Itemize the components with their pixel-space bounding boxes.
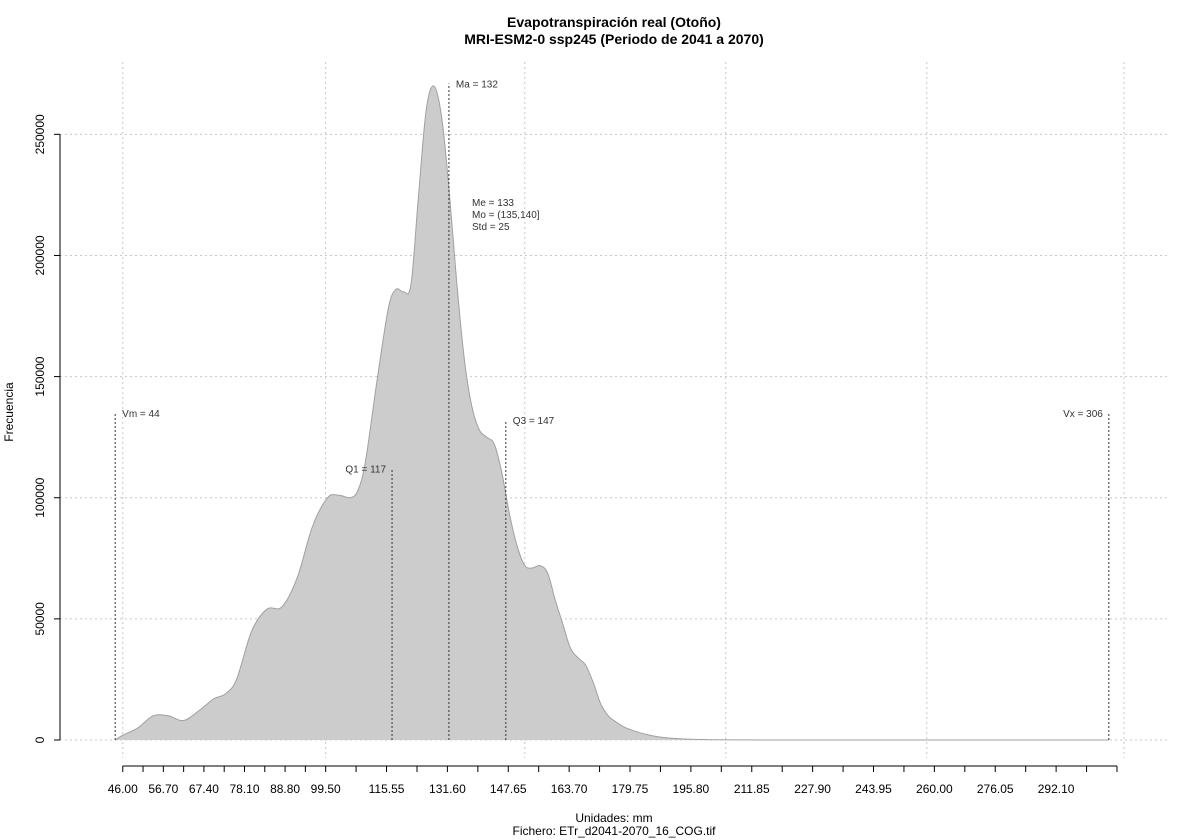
density-fill	[115, 85, 1109, 740]
chart-title: Evapotranspiración real (Otoño)	[507, 14, 721, 30]
y-tick-label: 250000	[33, 114, 47, 154]
x-tick-label: 243.95	[855, 782, 892, 796]
stat-markers: Vm = 44 Q1 = 117 Ma = 132 Q3 = 147 Vx = 306	[114, 79, 1110, 740]
x-tick-label: 195.80	[673, 782, 710, 796]
stat-std: Std = 25	[472, 222, 510, 233]
x-tick-label: 276.05	[977, 782, 1014, 796]
density-outline	[114, 85, 1109, 741]
stats-block: Me = 133 Mo = (135,140] Std = 25	[472, 198, 540, 233]
x-tick-label: 67.40	[189, 782, 219, 796]
y-tick-label: 150000	[33, 356, 47, 396]
stat-median: Me = 133	[472, 198, 514, 209]
x-tick-label: 46.00	[108, 782, 138, 796]
x-tick-label: 292.10	[1038, 782, 1075, 796]
marker-label: Vx = 306	[1063, 409, 1103, 420]
axes: 0 50000 100000 150000 200000 250000 46.00 56.70…	[33, 114, 1118, 796]
x-tick-label: 179.75	[612, 782, 649, 796]
x-tick-label: 115.55	[369, 782, 405, 796]
marker-label: Q1 = 117	[345, 465, 386, 476]
y-tick-label: 200000	[33, 235, 47, 275]
x-tick-label: 56.70	[148, 782, 178, 796]
stat-mode: Mo = (135,140]	[472, 210, 540, 221]
footer-filename: Fichero: ETr_d2041-2070_16_COG.tif	[513, 824, 717, 838]
y-axis-label: Frecuencia	[2, 382, 16, 442]
density-area	[114, 85, 1109, 741]
x-axis-label: Unidades: mm	[575, 811, 652, 825]
x-tick-label: 147.65	[490, 782, 527, 796]
x-tick-label: 99.50	[311, 782, 341, 796]
marker-label: Ma = 132	[456, 79, 498, 90]
marker-label: Q3 = 147	[513, 416, 555, 427]
x-tick-label: 260.00	[916, 782, 953, 796]
x-tick-label: 211.85	[734, 782, 770, 796]
y-tick-label: 50000	[33, 602, 47, 636]
y-tick-label: 0	[33, 736, 47, 743]
chart-subtitle: MRI-ESM2-0 ssp245 (Periodo de 2041 a 207…	[464, 31, 764, 47]
marker-label: Vm = 44	[122, 409, 160, 420]
x-tick-label: 227.90	[794, 782, 831, 796]
grid-lines	[60, 62, 1170, 758]
x-tick-label: 88.80	[270, 782, 300, 796]
x-tick-label: 163.70	[551, 782, 588, 796]
x-tick-label: 131.60	[429, 782, 466, 796]
y-tick-label: 100000	[33, 477, 47, 517]
x-tick-label: 78.10	[229, 782, 259, 796]
